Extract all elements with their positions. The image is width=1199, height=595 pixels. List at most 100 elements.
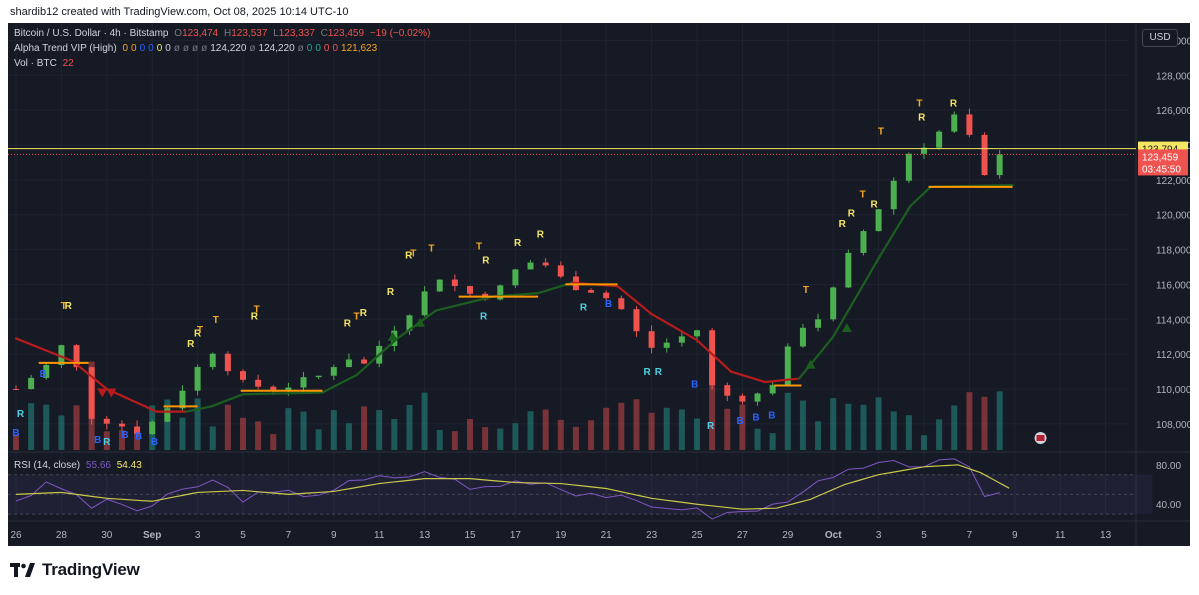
candle-body <box>164 408 171 422</box>
time-tick-label: 21 <box>601 530 613 541</box>
candle-body <box>588 290 595 293</box>
candle-body <box>224 353 231 372</box>
candle-body <box>28 377 35 390</box>
signal-label: R <box>950 99 958 110</box>
trend-triangle <box>415 317 426 327</box>
volume-bar <box>58 415 65 450</box>
price-tick-label: 128,000 <box>1156 71 1190 82</box>
volume-bar <box>588 420 595 450</box>
signal-label: R <box>848 208 856 219</box>
volume-bar <box>951 405 958 450</box>
time-tick-label: 13 <box>419 530 431 541</box>
price-tick-label: 112,000 <box>1156 350 1190 361</box>
time-tick-label: 26 <box>10 530 22 541</box>
candle-body <box>618 298 625 310</box>
legend-symbol-row: Bitcoin / U.S. Dollar · 4h · Bitstamp O1… <box>14 28 431 39</box>
signal-label: R <box>655 367 663 378</box>
legend-high: 123,537 <box>231 28 268 39</box>
rsi-tick-label: 80.00 <box>1156 461 1181 472</box>
signal-label: R <box>103 437 111 448</box>
signal-label: R <box>187 339 195 350</box>
signal-label: R <box>65 301 73 312</box>
trend-triangle <box>97 388 108 398</box>
volume-bar <box>451 431 458 450</box>
signal-label: R <box>405 250 413 261</box>
time-tick-label: 30 <box>101 530 113 541</box>
time-tick-label: 5 <box>921 530 927 541</box>
volume-bar <box>361 406 368 450</box>
candle-body <box>527 262 534 270</box>
candle-body <box>951 114 958 132</box>
volume-bar <box>830 398 837 450</box>
volume-bar <box>482 427 489 450</box>
volume-bar <box>467 418 473 450</box>
trend-segment <box>650 312 699 342</box>
legend-indicator-name: Alpha Trend VIP (High) <box>14 43 117 54</box>
time-tick-label: 28 <box>56 530 68 541</box>
signal-label: R <box>839 219 847 230</box>
time-tick-label: 25 <box>691 530 703 541</box>
rsi-ma-line <box>15 464 1010 510</box>
candle-body <box>739 395 746 402</box>
candle-body <box>345 359 352 368</box>
currency-button[interactable]: USD <box>1142 29 1178 47</box>
volume-bar <box>194 398 201 450</box>
legend-rsi-row: RSI (14, close) 55.66 54.43 <box>14 460 145 471</box>
signal-label: B <box>151 437 158 448</box>
indicator-value: 0 <box>332 43 339 54</box>
candle-body <box>118 423 125 427</box>
volume-bar <box>996 391 1003 450</box>
volume-bar <box>921 435 927 450</box>
volume-bar <box>421 392 428 450</box>
time-tick-label: 11 <box>374 530 385 541</box>
volume-bar <box>603 407 610 450</box>
candle-body <box>860 231 867 253</box>
candle-body <box>769 384 776 394</box>
signal-label: T <box>213 315 219 326</box>
candle-body <box>875 209 882 232</box>
candle-body <box>330 367 337 376</box>
legend-change: −19 (−0.02%) <box>369 28 431 39</box>
time-tick-label: 17 <box>510 530 522 541</box>
candle-body <box>542 262 549 266</box>
candle-body <box>905 153 912 181</box>
volume-bar <box>815 421 822 450</box>
candle-body <box>724 385 731 396</box>
trend-segment <box>355 337 399 377</box>
volume-bar <box>224 404 231 450</box>
candle-body <box>981 134 988 176</box>
volume-bar <box>966 392 973 450</box>
candle-body <box>179 390 186 409</box>
orange-levels <box>8 148 1136 408</box>
indicator-value: 124,220 <box>258 43 295 54</box>
rsi-line <box>15 458 1000 520</box>
volume-bar <box>739 404 746 450</box>
price-tick-label: 122,000 <box>1156 176 1190 187</box>
indicator-value: 0 <box>315 43 321 54</box>
legend-close: 123,459 <box>327 28 365 39</box>
volume-bar <box>43 404 50 450</box>
trend-segment <box>832 257 880 338</box>
candle-body <box>936 131 943 148</box>
volume-bars <box>13 361 1003 450</box>
time-tick-label: 15 <box>464 530 476 541</box>
signal-label: B <box>94 435 101 446</box>
volume-bar <box>28 403 35 450</box>
trend-segment <box>105 387 158 413</box>
alpha-trend-line <box>14 183 1014 413</box>
legend-rsi-value: 55.66 <box>85 460 111 471</box>
signal-label: R <box>344 318 352 329</box>
volume-bar <box>845 403 852 450</box>
signal-label: T <box>353 311 359 322</box>
candle-body <box>830 287 837 320</box>
candle-body <box>678 336 685 343</box>
time-tick-label: 9 <box>1012 530 1018 541</box>
volume-bar <box>103 431 110 450</box>
signal-label: T <box>254 304 260 315</box>
volume-bar <box>799 400 806 450</box>
last-price-label: 123,459 <box>1142 152 1179 163</box>
candle-body <box>285 387 292 391</box>
volume-bar <box>709 364 716 450</box>
